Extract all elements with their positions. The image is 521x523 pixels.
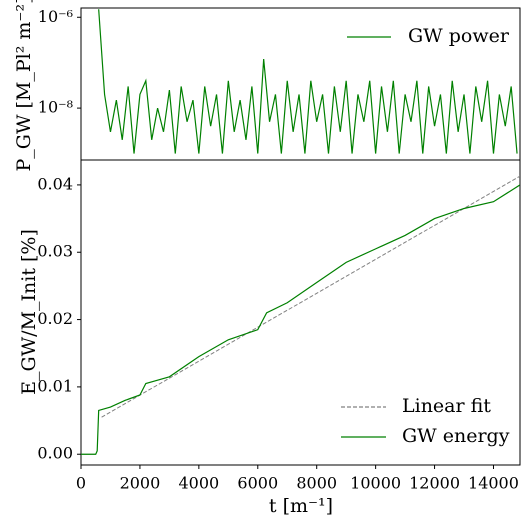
legend-label: GW power: [408, 25, 510, 47]
y-tick-label: 0.03: [37, 242, 73, 261]
y-tick-label: 0.04: [37, 174, 73, 193]
series-line: [81, 184, 520, 455]
x-axis-label: t [m⁻¹]: [269, 495, 333, 517]
x-tick-label: 14000: [468, 474, 519, 493]
x-tick-label: 8000: [296, 474, 337, 493]
y-axis-label: E_GW/M_Init [%]: [18, 229, 40, 395]
series-line: [98, 9, 518, 154]
x-tick-label: 6000: [237, 474, 278, 493]
x-tick-label: 2000: [120, 474, 161, 493]
series-line: [101, 175, 520, 418]
plot-frame: [80, 159, 521, 466]
y-tick-label: 0.01: [37, 376, 73, 395]
x-tick-label: 4000: [178, 474, 219, 493]
y-tick-label: 10⁻⁸: [38, 98, 73, 117]
x-tick-label: 0: [76, 474, 86, 493]
legend-label: Linear fit: [402, 395, 491, 417]
y-tick-label: 0.02: [37, 309, 73, 328]
y-tick-label: 10⁻⁶: [38, 7, 73, 26]
y-axis-label: P_GW [M_Pl² m⁻²]: [13, 0, 35, 172]
x-tick-label: 10000: [350, 474, 401, 493]
x-tick-label: 12000: [409, 474, 460, 493]
y-tick-label: 0.00: [37, 444, 73, 463]
legend-label: GW energy: [402, 425, 510, 447]
